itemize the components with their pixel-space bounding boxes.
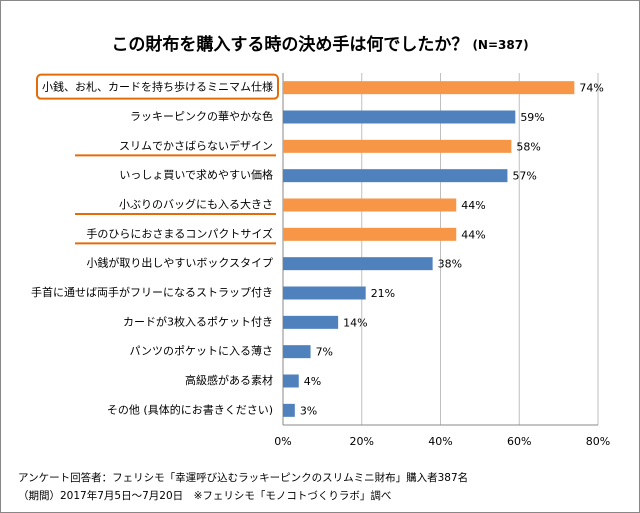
bar: [283, 139, 512, 153]
value-label: 14%: [343, 316, 367, 329]
category-label: 小ぶりのバッグにも入る大きさ: [119, 197, 273, 211]
category-label: パンツのポケットに入る薄さ: [129, 344, 273, 358]
x-tick-label: 40%: [428, 435, 452, 448]
category-label: いっしょ買いで求めやすい価格: [119, 168, 273, 182]
bar: [283, 257, 433, 271]
category-label: 手首に通せば両手がフリーになるストラップ付き: [31, 285, 273, 299]
value-label: 7%: [316, 346, 333, 359]
chart-subtitle: (N=387): [472, 38, 528, 52]
bar: [283, 227, 457, 241]
category-label: 小銭、お札、カードを持ち歩けるミニマム仕様: [42, 80, 273, 94]
bar: [283, 374, 299, 388]
category-label: その他 (具体的にお書きください): [107, 402, 273, 416]
value-label: 21%: [371, 287, 395, 300]
bar: [283, 198, 457, 212]
bar: [283, 403, 295, 417]
bar: [283, 169, 508, 183]
category-label: 高級感がある素材: [185, 373, 273, 387]
bar: [283, 345, 311, 359]
bar: [283, 81, 575, 95]
value-label: 57%: [512, 170, 536, 183]
chart-title: この財布を購入する時の決め手は何でしたか？: [111, 34, 468, 55]
value-label: 74%: [579, 82, 603, 95]
x-tick-label: 80%: [586, 435, 610, 448]
category-label: 手のひらにおさまるコンパクトサイズ: [86, 226, 273, 240]
note: （期間）2017年7月5日〜7月20日 ※フェリシモ「モノコトづくりラボ」調べ: [18, 489, 391, 502]
value-label: 4%: [304, 375, 321, 388]
bar: [283, 315, 339, 329]
value-label: 44%: [461, 228, 485, 241]
label-box: [36, 73, 279, 100]
value-label: 59%: [520, 111, 544, 124]
value-label: 44%: [461, 199, 485, 212]
category-label: スリムでかさばらないデザイン: [119, 138, 273, 152]
value-label: 58%: [516, 140, 540, 153]
category-label: 小銭が取り出しやすいボックスタイプ: [86, 256, 273, 270]
category-label: ラッキーピンクの華やかな色: [130, 109, 273, 123]
x-tick-label: 0%: [274, 435, 291, 448]
value-label: 38%: [438, 258, 462, 271]
note: アンケート回答者：フェリシモ「幸運呼び込むラッキーピンクのスリムミニ財布」購入者…: [18, 471, 468, 484]
bar: [283, 286, 366, 300]
value-label: 3%: [300, 404, 317, 417]
x-tick-label: 60%: [507, 435, 531, 448]
x-tick-label: 20%: [350, 435, 374, 448]
chart-heading: この財布を購入する時の決め手は何でしたか？ (N=387): [111, 34, 528, 55]
bar: [283, 110, 516, 124]
category-label: カードが3枚入るポケット付き: [123, 314, 273, 328]
